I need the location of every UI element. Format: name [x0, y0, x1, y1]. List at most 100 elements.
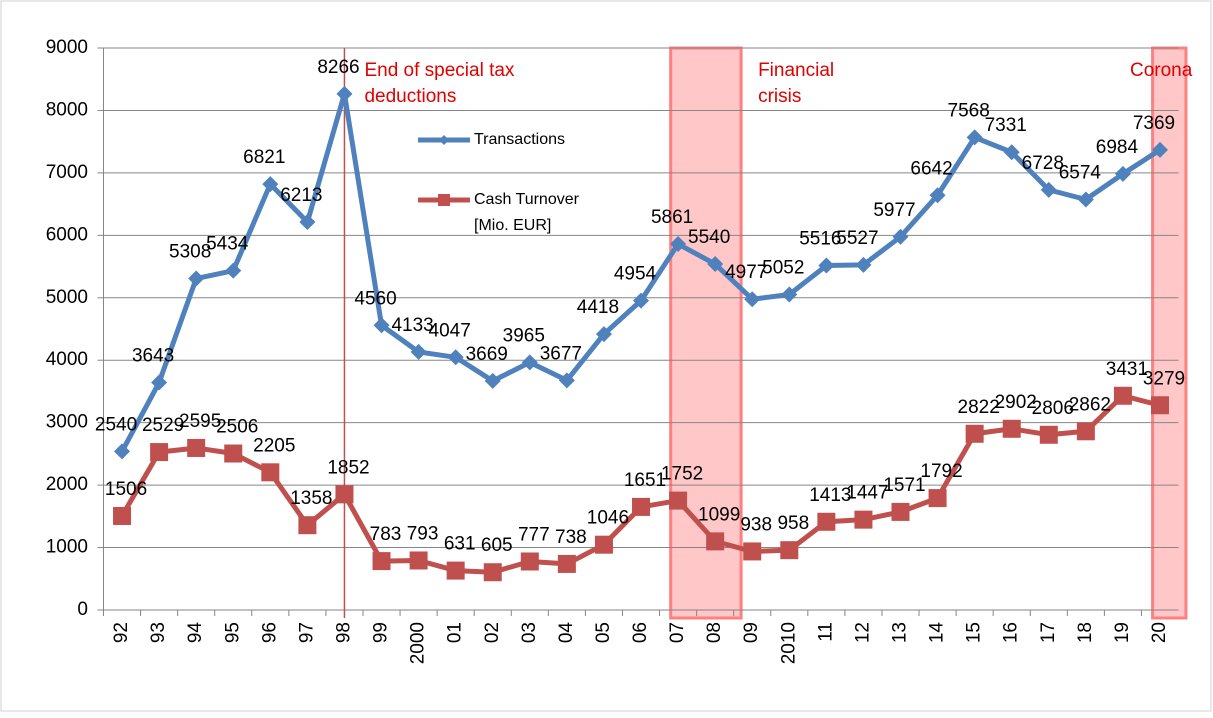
point — [558, 372, 575, 389]
x-tick-label: 17 — [1038, 622, 1059, 643]
legend-label: Transactions — [474, 131, 565, 148]
point — [891, 502, 910, 521]
x-tick-label: 96 — [259, 622, 280, 643]
data-label: 5308 — [169, 242, 211, 263]
point — [1113, 386, 1132, 405]
point — [1114, 165, 1131, 182]
y-tick-label: 7000 — [46, 162, 88, 183]
data-label: 2506 — [216, 417, 258, 438]
data-label: 1752 — [661, 464, 703, 485]
legend-label-box: Transactions — [474, 131, 565, 148]
point — [594, 535, 613, 554]
point — [706, 532, 725, 551]
data-label: 1792 — [920, 461, 962, 482]
annotation-text-box: Corona — [1130, 60, 1192, 81]
data-label: 2205 — [253, 435, 295, 456]
data-label: 1046 — [587, 508, 629, 529]
y-tick-label: 3000 — [46, 412, 88, 433]
point — [298, 516, 317, 535]
legend-marker — [439, 135, 449, 145]
y-tick-label: 0 — [77, 599, 88, 620]
data-label: 7331 — [985, 115, 1027, 136]
data-label: 1358 — [290, 488, 332, 509]
data-label: 5516 — [799, 229, 841, 250]
annotation-text: Financial crisis — [758, 60, 835, 107]
data-label: 5540 — [688, 227, 730, 248]
point — [1151, 141, 1168, 158]
data-label: 2862 — [1069, 394, 1111, 415]
point — [1002, 419, 1021, 438]
data-label: 938 — [740, 514, 772, 535]
x-tick-label: 05 — [593, 622, 614, 643]
data-label: 2595 — [179, 411, 221, 432]
annotation-text-box: End of special tax deductions — [364, 60, 514, 107]
point — [1077, 191, 1094, 208]
data-label: 2822 — [958, 397, 1000, 418]
y-tick-label: 1000 — [46, 537, 88, 558]
point — [855, 256, 872, 273]
data-label: 6728 — [1022, 153, 1064, 174]
data-label: 2902 — [995, 392, 1037, 413]
point — [818, 257, 835, 274]
data-label: 6642 — [910, 158, 952, 179]
x-tick-label: 18 — [1075, 622, 1096, 643]
data-label: 2806 — [1032, 398, 1074, 419]
point — [632, 497, 651, 516]
data-label: 4047 — [429, 320, 471, 341]
legend-marker — [438, 194, 450, 206]
data-label: 2540 — [95, 414, 137, 435]
data-label: 7369 — [1133, 113, 1175, 134]
x-tick-label: 19 — [1112, 622, 1133, 643]
point — [188, 270, 205, 287]
point — [151, 374, 168, 391]
data-label: 6821 — [243, 147, 285, 168]
point — [781, 286, 798, 303]
y-tick-label: 5000 — [46, 287, 88, 308]
point — [520, 552, 539, 571]
data-label: 5527 — [836, 228, 878, 249]
data-label: 1099 — [698, 504, 740, 525]
data-label: 1413 — [809, 485, 851, 506]
point — [409, 551, 428, 570]
x-tick-label: 03 — [519, 622, 540, 643]
annotation-text-box: Financial crisis — [758, 60, 835, 107]
x-tick-label: 06 — [630, 622, 651, 643]
data-label: 605 — [481, 535, 513, 556]
x-tick-label: 15 — [964, 622, 985, 643]
point — [187, 438, 206, 457]
x-tick-label: 93 — [148, 622, 169, 643]
point — [150, 443, 169, 462]
legend-label: Cash Turnover [Mio. EUR] — [474, 191, 579, 234]
point — [670, 236, 687, 253]
point — [1003, 144, 1020, 161]
data-label: 4560 — [354, 288, 396, 309]
data-label: 1447 — [846, 483, 888, 504]
data-label: 777 — [518, 524, 550, 545]
point — [483, 563, 502, 582]
data-label: 6574 — [1059, 163, 1102, 184]
data-label: 5977 — [873, 200, 915, 221]
y-tick-label: 4000 — [46, 349, 88, 370]
x-tick-label: 95 — [222, 622, 243, 643]
data-label: 8266 — [317, 57, 359, 78]
point — [1076, 422, 1095, 441]
data-label: 4977 — [725, 262, 767, 283]
point — [373, 317, 390, 334]
point — [521, 354, 538, 371]
data-label: 3431 — [1106, 359, 1148, 380]
point — [484, 372, 501, 389]
data-label: 1852 — [327, 457, 369, 478]
x-tick-label: 2010 — [778, 622, 799, 664]
x-tick-label: 98 — [333, 622, 354, 643]
point — [669, 491, 688, 510]
point — [336, 85, 353, 102]
point — [817, 512, 836, 531]
x-tick-label: 97 — [296, 622, 317, 643]
data-label: 3279 — [1143, 368, 1185, 389]
x-tick-label: 02 — [482, 622, 503, 643]
x-tick-label: 11 — [815, 622, 836, 642]
point — [966, 129, 983, 146]
data-label: 1651 — [624, 470, 666, 491]
legend-label-box: Cash Turnover [Mio. EUR] — [474, 191, 579, 234]
